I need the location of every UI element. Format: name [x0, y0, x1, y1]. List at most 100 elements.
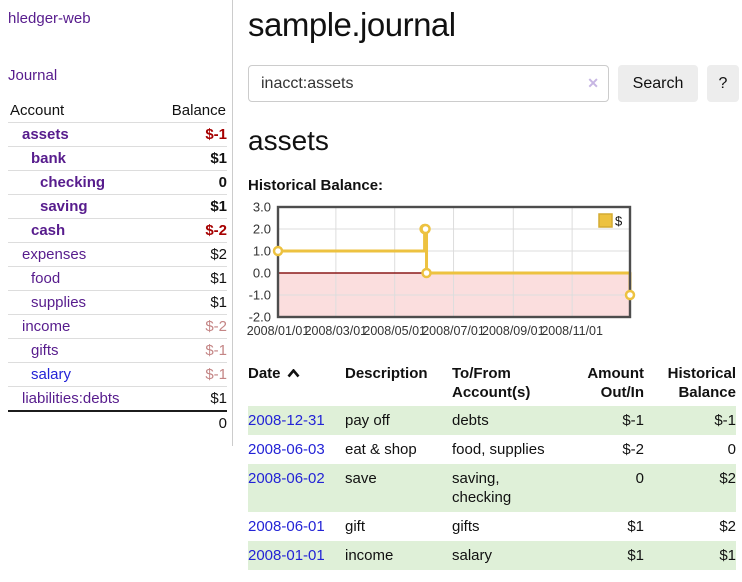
transaction-date-link[interactable]: 2008-06-03 — [248, 441, 325, 458]
sidebar-account-bank[interactable]: bank — [31, 150, 67, 167]
sidebar: hledger-web Journal Account Balance asse… — [0, 0, 233, 446]
accounts-table: Account Balance assets $-1 bank $1 check… — [8, 99, 227, 435]
sidebar-account-checking[interactable]: checking — [40, 174, 106, 191]
account-row: assets $-1 — [8, 122, 227, 146]
accounts-total-row: 0 — [8, 410, 227, 435]
account-balance: $1 — [210, 390, 227, 407]
svg-text:2008/09/01: 2008/09/01 — [482, 324, 545, 338]
sidebar-account-liabilities-debts[interactable]: liabilities:debts — [22, 390, 120, 407]
register-table: Date Description To/From Account(s) Amou… — [248, 360, 736, 570]
account-row: expenses $2 — [8, 242, 227, 266]
svg-text:2008/11/01: 2008/11/01 — [541, 324, 603, 338]
sidebar-item-journal[interactable]: Journal — [8, 67, 58, 84]
transaction-accounts: salary — [452, 547, 493, 564]
transaction-date-link[interactable]: 2008-06-01 — [248, 518, 325, 535]
sidebar-account-expenses[interactable]: expenses — [22, 246, 87, 263]
account-balance: $-1 — [205, 342, 227, 359]
transaction-amount: $1 — [627, 518, 644, 535]
transaction-description: eat & shop — [345, 441, 417, 458]
svg-text:2008/05/01: 2008/05/01 — [363, 324, 426, 338]
balance-header: Historical Balance — [667, 365, 736, 401]
sort-ascending-icon — [287, 369, 300, 378]
sort-by-date-header[interactable]: Date — [248, 364, 300, 383]
transaction-date-link[interactable]: 2008-01-01 — [248, 547, 325, 564]
account-balance: $-1 — [205, 126, 227, 143]
sidebar-account-supplies[interactable]: supplies — [31, 294, 87, 311]
main-content: sample.journal ✕ Search ? assets Histori… — [247, 0, 740, 570]
page-title: sample.journal — [248, 6, 456, 43]
account-header: To/From Account(s) — [452, 365, 531, 401]
account-row: liabilities:debts $1 — [8, 386, 227, 410]
amount-header: Amount Out/In — [587, 365, 644, 401]
sidebar-account-cash[interactable]: cash — [31, 222, 66, 239]
transaction-date-link[interactable]: 2008-12-31 — [248, 412, 325, 429]
account-balance: $-2 — [205, 222, 227, 239]
transaction-accounts: debts — [452, 412, 489, 429]
transaction-amount: 0 — [635, 470, 644, 487]
sidebar-account-food[interactable]: food — [31, 270, 61, 287]
account-row: salary $-1 — [8, 362, 227, 386]
chart-title: Historical Balance: — [248, 177, 384, 194]
account-row: food $1 — [8, 266, 227, 290]
help-button[interactable]: ? — [707, 65, 739, 102]
svg-text:2008/03/01: 2008/03/01 — [305, 324, 368, 338]
transaction-balance: $2 — [719, 470, 736, 487]
account-balance: $2 — [210, 246, 227, 263]
register-row: 2008-12-31 pay off debts $-1 $-1 — [248, 406, 736, 435]
sidebar-account-salary[interactable]: salary — [31, 366, 72, 383]
svg-text:-2.0: -2.0 — [249, 310, 271, 325]
account-row: saving $1 — [8, 194, 227, 218]
account-row: cash $-2 — [8, 218, 227, 242]
description-header: Description — [345, 365, 428, 382]
transaction-description: income — [345, 547, 394, 564]
account-balance: $-1 — [205, 366, 227, 383]
register-row: 2008-06-02 save saving, checking 0 $2 — [248, 464, 736, 512]
account-balance: $1 — [210, 270, 227, 287]
search-input[interactable] — [248, 65, 609, 102]
account-row: gifts $-1 — [8, 338, 227, 362]
accounts-total-value: 0 — [218, 415, 227, 432]
svg-text:1.0: 1.0 — [253, 244, 271, 259]
account-balance: $-2 — [205, 318, 227, 335]
accounts-table-header: Account Balance — [8, 99, 227, 122]
account-balance: $1 — [210, 198, 227, 215]
account-heading: assets — [248, 125, 329, 156]
search-form: ✕ Search ? — [248, 65, 740, 102]
balance-column-header: Balance — [171, 102, 226, 119]
transaction-accounts: gifts — [452, 518, 480, 535]
clear-search-icon[interactable]: ✕ — [587, 75, 599, 91]
transaction-accounts: saving, checking — [452, 470, 512, 506]
account-column-header: Account — [10, 102, 65, 119]
sidebar-account-gifts[interactable]: gifts — [31, 342, 59, 359]
transaction-amount: $-2 — [622, 441, 644, 458]
app-title-link[interactable]: hledger-web — [8, 10, 91, 27]
svg-text:0.0: 0.0 — [253, 266, 271, 281]
transaction-balance: 0 — [727, 441, 736, 458]
sidebar-account-assets[interactable]: assets — [22, 126, 69, 143]
svg-text:3.0: 3.0 — [253, 202, 271, 215]
register-row: 2008-06-01 gift gifts $1 $2 — [248, 512, 736, 541]
transaction-accounts: food, supplies — [452, 441, 545, 458]
register-row: 2008-01-01 income salary $1 $1 — [248, 541, 736, 570]
svg-text:2008/07/01: 2008/07/01 — [422, 324, 485, 338]
svg-text:-1.0: -1.0 — [249, 288, 271, 303]
transaction-date-link[interactable]: 2008-06-02 — [248, 470, 325, 487]
transaction-amount: $1 — [627, 547, 644, 564]
account-balance: 0 — [218, 174, 227, 191]
svg-text:2.0: 2.0 — [253, 222, 271, 237]
account-row: supplies $1 — [8, 290, 227, 314]
sidebar-account-income[interactable]: income — [22, 318, 71, 335]
transaction-balance: $1 — [719, 547, 736, 564]
transaction-description: pay off — [345, 412, 390, 429]
account-row: checking 0 — [8, 170, 227, 194]
historical-balance-chart: $3.0 2.0 1.0 0.0 -1.0 -2.02008/01/012008/03/0… — [247, 202, 636, 338]
transaction-balance: $-1 — [714, 412, 736, 429]
sidebar-account-saving[interactable]: saving — [40, 198, 88, 215]
transaction-description: gift — [345, 518, 366, 535]
transaction-description: save — [345, 470, 377, 487]
register-row: 2008-06-03 eat & shop food, supplies $-2… — [248, 435, 736, 464]
account-row: bank $1 — [8, 146, 227, 170]
search-button[interactable]: Search — [618, 65, 698, 102]
transaction-balance: $2 — [719, 518, 736, 535]
svg-text:2008/01/01: 2008/01/01 — [247, 324, 310, 338]
